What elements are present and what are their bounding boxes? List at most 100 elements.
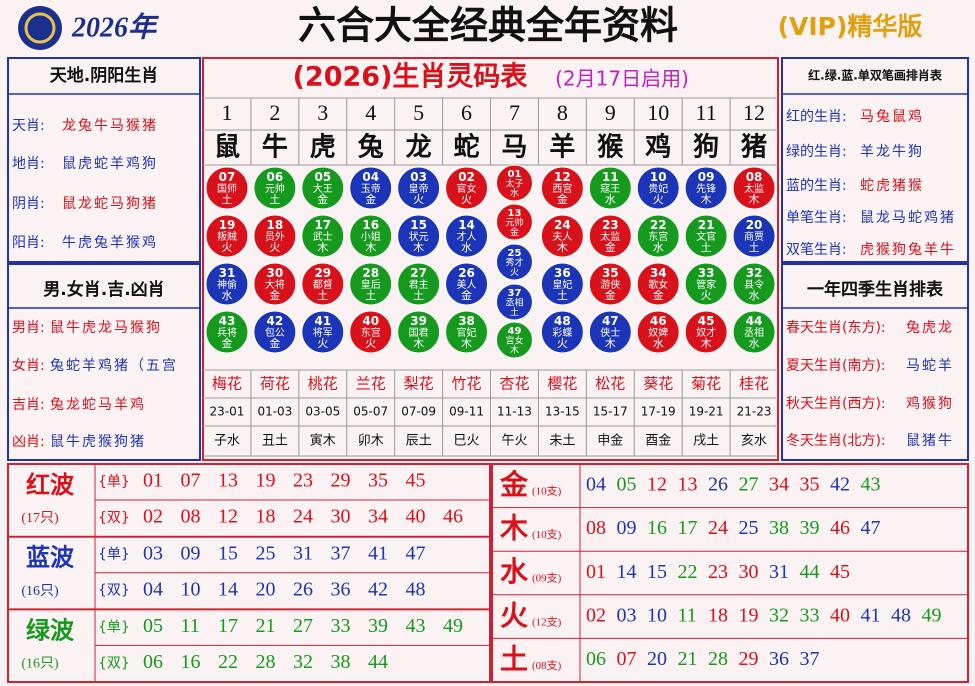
title: 六合大全经典全年资料 xyxy=(298,4,678,48)
ball-element: 木 xyxy=(365,241,376,254)
ball-element: 土 xyxy=(365,289,376,302)
element-border xyxy=(491,463,969,683)
ball-name: 太监 xyxy=(600,230,620,243)
panel-title: 一年四季生肖排表 xyxy=(807,279,944,300)
column-number: 11 xyxy=(696,100,717,125)
number: 28 xyxy=(708,648,728,670)
ball-name: 先锋 xyxy=(696,182,716,195)
row-label: {单} xyxy=(98,547,130,563)
row-label: 单笔生肖: xyxy=(786,210,847,226)
number: 05 xyxy=(617,474,637,496)
ball-element: 火 xyxy=(269,241,280,254)
panel-border xyxy=(7,57,201,263)
number: 47 xyxy=(406,542,426,564)
zodiac: 虎 xyxy=(310,133,336,163)
ball-name: 秀才 xyxy=(505,257,523,269)
number: 46 xyxy=(443,506,463,528)
ball-element: 土 xyxy=(317,289,328,302)
time: 21-23 xyxy=(737,405,772,419)
table-title: (2026)生肖灵码表 xyxy=(293,62,528,93)
number: 26 xyxy=(708,474,728,496)
ball-number: 42 xyxy=(267,314,284,328)
ball-number: 05 xyxy=(314,170,331,184)
ball-number: 35 xyxy=(602,266,619,280)
ball xyxy=(495,164,533,202)
ball-element: 木 xyxy=(557,241,568,254)
ball xyxy=(349,262,393,306)
number: 04 xyxy=(143,578,163,600)
row-label: 双笔生肖: xyxy=(786,242,847,258)
ball xyxy=(588,214,632,258)
ball-element: 金 xyxy=(317,192,328,206)
ball-name: 奴才 xyxy=(696,326,716,339)
row-value: 兔蛇羊鸡猪（五宫 xyxy=(50,357,178,374)
ball-name: 国师 xyxy=(217,182,237,195)
ball-element: 木 xyxy=(701,337,712,350)
number: 21 xyxy=(256,615,276,637)
element-name: 火 xyxy=(500,599,528,632)
row-value: 牛虎兔羊猴鸡 xyxy=(62,234,158,251)
column-number: 5 xyxy=(413,100,424,125)
number: 07 xyxy=(181,470,201,492)
number: 40 xyxy=(830,604,850,626)
row-value: 鼠牛虎龙马猴狗 xyxy=(50,320,162,336)
ball-name: 元帅 xyxy=(265,182,285,195)
ball xyxy=(253,214,297,258)
ball-number: 37 xyxy=(507,288,521,299)
number: 22 xyxy=(678,561,698,583)
number: 40 xyxy=(406,506,426,528)
ball-name: 美人 xyxy=(457,278,477,291)
row-label: 阳肖: xyxy=(12,235,45,251)
number: 03 xyxy=(617,604,637,626)
row-value: 兔虎龙 xyxy=(906,320,954,336)
row-value: 羊龙牛狗 xyxy=(860,144,924,160)
row-label: 女肖: xyxy=(12,357,45,374)
number: 05 xyxy=(143,615,163,637)
ball-number: 14 xyxy=(458,218,475,232)
element-name: 木 xyxy=(499,512,528,545)
row-value: 马蛇羊 xyxy=(906,358,954,374)
number: 44 xyxy=(368,651,388,673)
ball-element: 木 xyxy=(413,241,424,254)
element-count: (09支) xyxy=(532,572,562,585)
row-value: 龙兔牛马猴猪 xyxy=(62,118,158,134)
number: 31 xyxy=(293,542,313,564)
ball-name: 贵妃 xyxy=(648,182,668,195)
ball-element: 土 xyxy=(269,193,280,206)
number: 32 xyxy=(293,651,313,673)
row-label: 男肖: xyxy=(12,320,45,336)
row-label: {双} xyxy=(98,583,130,599)
ball-name: 国君 xyxy=(409,327,429,339)
branch: 丑土 xyxy=(262,434,288,449)
ball xyxy=(349,310,393,354)
ball-number: 29 xyxy=(314,266,331,280)
time: 15-17 xyxy=(593,405,628,419)
number: 27 xyxy=(293,615,313,637)
row-label: 春天生肖(东方): xyxy=(786,320,886,336)
zodiac: 马 xyxy=(501,133,527,163)
branch: 卯木 xyxy=(358,434,384,449)
ball-number: 23 xyxy=(602,218,619,232)
ball-element: 木 xyxy=(749,193,760,206)
number: 29 xyxy=(739,648,759,670)
ball xyxy=(301,262,345,306)
ball-element: 火 xyxy=(701,289,712,302)
ball-number: 24 xyxy=(554,218,571,232)
number: 13 xyxy=(678,474,698,496)
zodiac: 鸡 xyxy=(644,132,671,163)
ball xyxy=(397,166,441,210)
ball-element: 火 xyxy=(317,337,328,350)
ball-number: 12 xyxy=(554,170,571,184)
time: 03-05 xyxy=(305,405,340,419)
flower: 荷花 xyxy=(260,375,290,393)
element-count: (10支) xyxy=(532,485,562,498)
ball-name: 才人 xyxy=(457,230,477,243)
ball xyxy=(684,262,728,306)
ball-number: 44 xyxy=(746,314,763,328)
column-number: 6 xyxy=(461,100,472,125)
time: 05-07 xyxy=(353,405,388,419)
number: 43 xyxy=(861,474,881,496)
